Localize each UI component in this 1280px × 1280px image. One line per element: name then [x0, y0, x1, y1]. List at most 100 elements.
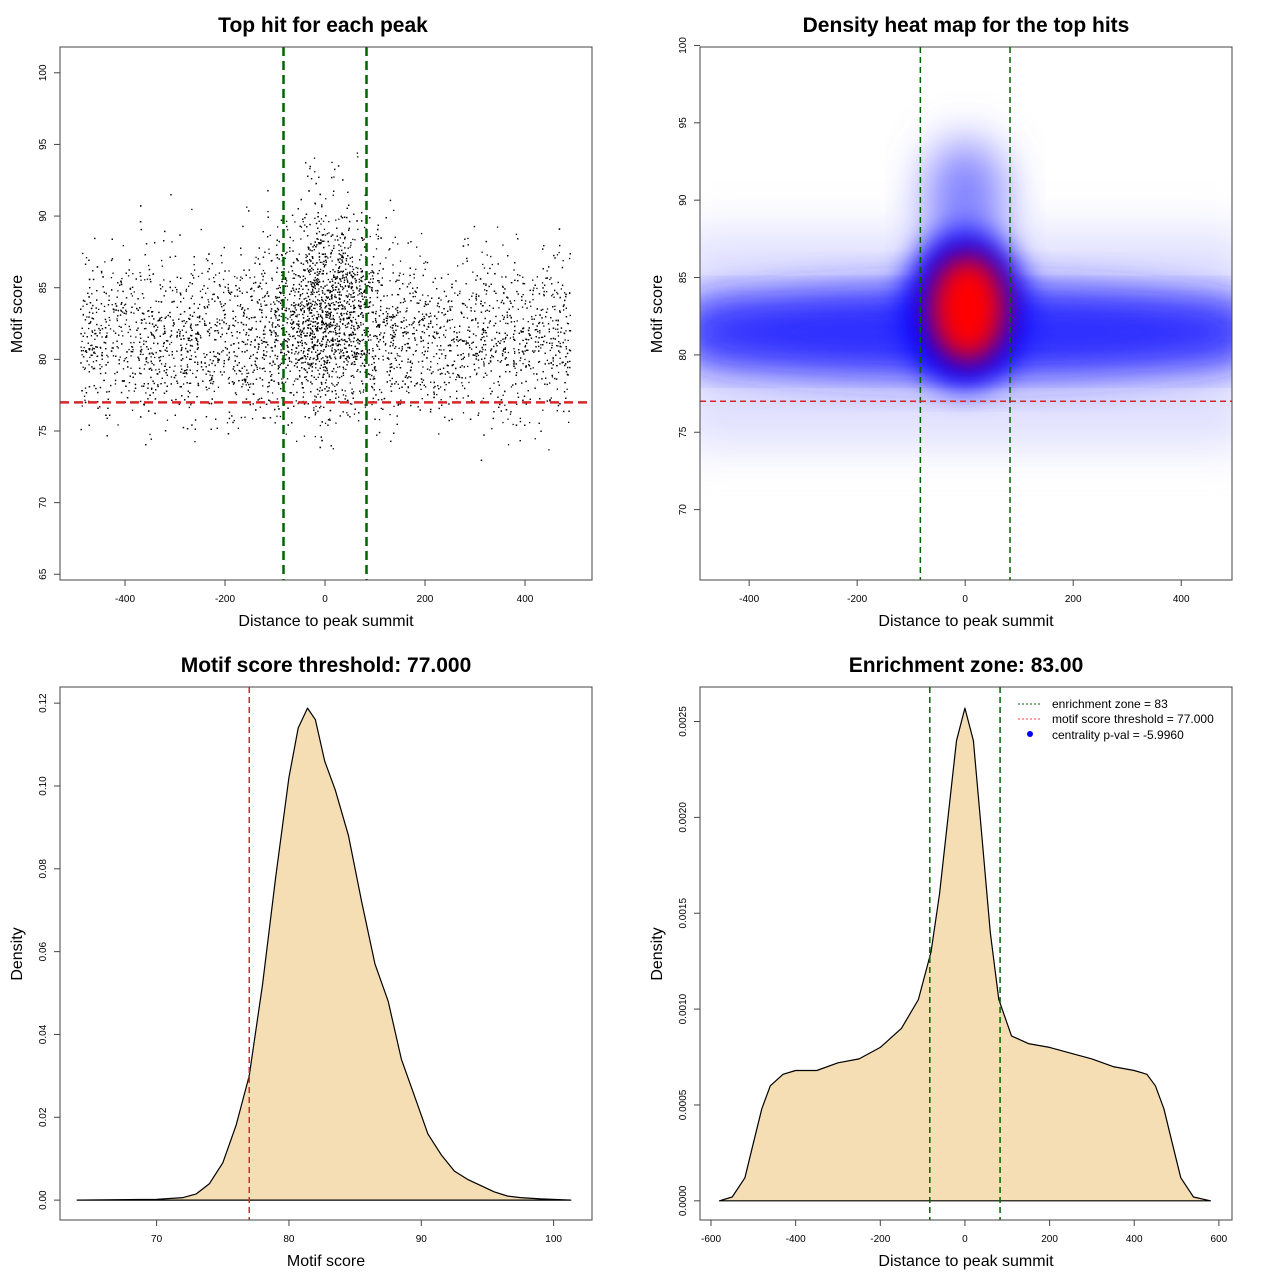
scatter-point [435, 331, 438, 333]
scatter-point [474, 310, 476, 312]
scatter-point [504, 288, 506, 290]
scatter-point [357, 294, 359, 296]
scatter-point [253, 290, 255, 292]
scatter-point [368, 281, 370, 283]
scatter-point [396, 310, 399, 312]
scatter-point [315, 405, 317, 407]
scatter-point [336, 345, 338, 347]
scatter-point [317, 358, 319, 360]
scatter-point [475, 319, 477, 321]
scatter-point [358, 305, 360, 308]
scatter-point [218, 272, 220, 274]
scatter-point [109, 319, 111, 321]
scatter-point [393, 405, 395, 407]
scatter-point [407, 387, 409, 389]
panel4-title: Enrichment zone: 83.00 [849, 654, 1084, 677]
scatter-point [321, 240, 323, 242]
scatter-point [354, 318, 357, 321]
scatter-point [197, 324, 199, 326]
scatter-point [420, 337, 422, 339]
scatter-point [196, 333, 199, 335]
scatter-point [459, 366, 462, 368]
scatter-point [497, 263, 499, 265]
scatter-point [316, 341, 318, 343]
scatter-point [170, 334, 173, 336]
scatter-point [440, 299, 442, 301]
scatter-point [348, 204, 350, 206]
scatter-point [218, 358, 220, 361]
scatter-point [449, 308, 451, 310]
scatter-point [122, 290, 124, 293]
scatter-point [413, 317, 416, 319]
scatter-point [314, 217, 316, 219]
scatter-point [516, 403, 518, 405]
scatter-point [106, 336, 108, 338]
scatter-point [359, 307, 361, 309]
scatter-point [509, 337, 512, 339]
scatter-point [513, 321, 516, 323]
scatter-point [338, 249, 340, 252]
scatter-point [128, 382, 131, 384]
scatter-point [173, 323, 175, 325]
scatter-point [275, 317, 277, 319]
scatter-point [513, 348, 515, 350]
scatter-point [433, 387, 435, 389]
scatter-point [294, 353, 296, 355]
scatter-point [326, 324, 328, 327]
scatter-point [549, 342, 551, 344]
scatter-point [277, 226, 279, 228]
scatter-point [193, 264, 195, 266]
scatter-point [286, 229, 289, 231]
scatter-point [312, 362, 314, 364]
scatter-point [162, 333, 165, 335]
scatter-point [415, 268, 417, 270]
scatter-point [488, 322, 490, 324]
scatter-point [119, 356, 121, 358]
scatter-point [246, 372, 248, 375]
scatter-point [305, 256, 307, 259]
scatter-point [353, 291, 355, 294]
scatter-point [276, 300, 278, 302]
scatter-point [130, 342, 132, 344]
scatter-point [113, 311, 115, 313]
scatter-point [304, 224, 306, 226]
scatter-point [478, 412, 480, 414]
scatter-point [300, 302, 302, 304]
scatter-point [305, 254, 307, 256]
scatter-point [91, 330, 93, 332]
scatter-point [496, 300, 498, 302]
scatter-point [205, 324, 207, 326]
scatter-point [447, 344, 450, 347]
scatter-point [261, 288, 263, 290]
scatter-point [554, 308, 556, 311]
scatter-point [329, 355, 331, 357]
scatter-point [287, 350, 289, 352]
scatter-point [159, 335, 161, 337]
scatter-point [324, 307, 326, 309]
scatter-point [549, 278, 551, 281]
scatter-point [397, 383, 399, 385]
scatter-point [233, 419, 235, 422]
scatter-point [556, 291, 558, 294]
scatter-point [88, 316, 90, 318]
scatter-point [323, 228, 326, 230]
scatter-point [147, 362, 149, 364]
scatter-point [420, 232, 423, 235]
scatter-point [372, 321, 374, 323]
scatter-point [389, 413, 391, 416]
scatter-point [236, 337, 238, 339]
scatter-point [327, 339, 329, 341]
scatter-point [234, 392, 237, 394]
scatter-point [353, 363, 355, 366]
scatter-point [550, 397, 552, 399]
scatter-point [348, 293, 350, 295]
scatter-point [433, 331, 436, 333]
scatter-point [206, 389, 208, 391]
scatter-point [556, 388, 558, 390]
scatter-point [196, 338, 198, 340]
scatter-point [257, 302, 259, 304]
scatter-point [341, 305, 344, 307]
scatter-point [131, 346, 134, 348]
scatter-point [402, 301, 404, 304]
scatter-point [299, 331, 301, 333]
